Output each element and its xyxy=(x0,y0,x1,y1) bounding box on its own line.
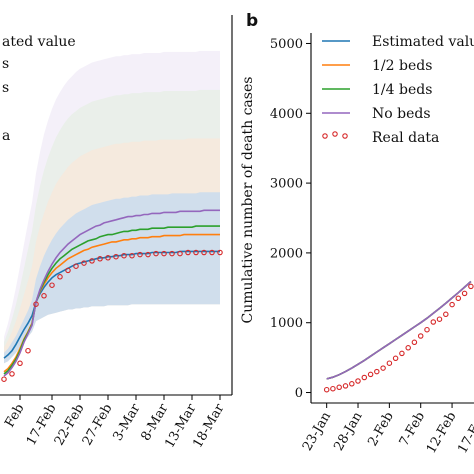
panel-a-real-point xyxy=(169,250,175,257)
panel-b-x-tick-label: 7-Feb xyxy=(397,410,428,450)
panel-b-y-tick-labels: 0 1000 2000 3000 4000 5000 xyxy=(270,37,311,401)
panel-a-real-point xyxy=(161,250,167,257)
panel-a-legend-fragment-3: s xyxy=(2,80,9,96)
panel-b-real-point xyxy=(436,316,443,322)
panel-a-real-point xyxy=(25,347,31,354)
panel-b-real-point xyxy=(449,301,455,308)
panel-a-real-point xyxy=(121,252,127,259)
panel-b-line-1-4-beds xyxy=(326,280,472,380)
panel-a-real-point xyxy=(201,249,207,256)
panel-b-y-tick-label: 5000 xyxy=(270,37,303,52)
panel-b-real-point xyxy=(424,326,430,333)
panel-b-real-point xyxy=(349,381,355,387)
panel-b-real-point xyxy=(399,350,405,357)
panel-a-line-no-beds xyxy=(3,209,220,377)
panel-a-real-data-points xyxy=(1,249,223,382)
panel-a-real-point xyxy=(81,260,87,266)
panel-b-real-point xyxy=(367,371,374,378)
panel-a-real-point xyxy=(217,249,223,256)
panel-a-real-point xyxy=(209,249,215,256)
panel-a-real-point xyxy=(97,256,103,262)
panel-b-y-axis-label: Cumulative number of death cases xyxy=(240,77,256,324)
panel-b-legend-label-1-2-beds: 1/2 beds xyxy=(372,58,432,74)
panel-b-real-point xyxy=(443,311,449,318)
panel-b-x-tick-label: 2-Feb xyxy=(365,410,396,450)
panel-b-legend-real-marker xyxy=(342,133,348,139)
panel-a-legend: ated value s s a xyxy=(2,34,76,144)
panel-b-x-tick-label: 28-Jan xyxy=(331,409,365,454)
panel-b-legend: Estimated value 1/2 beds 1/4 beds No beds Re… xyxy=(322,34,474,146)
panel-b-axes xyxy=(310,33,474,404)
panel-b-legend-label-1-4-beds: 1/4 beds xyxy=(372,82,432,98)
panel-b-legend-label-estimated-value: Estimated value xyxy=(372,34,474,50)
panel-a-legend-fragment-5: a xyxy=(2,128,10,144)
panel-b-real-point xyxy=(392,355,399,362)
panel-b-real-point xyxy=(374,368,380,375)
panel-a-real-point xyxy=(145,251,151,258)
panel-b-real-point xyxy=(330,385,336,392)
panel-b-real-point xyxy=(342,383,349,389)
panel-b-line-1-2-beds xyxy=(326,280,472,380)
panel-b-series-lines xyxy=(326,280,472,380)
panel-a-real-point xyxy=(193,249,199,256)
panel-b-real-point xyxy=(361,374,368,381)
panel-b-real-point xyxy=(411,339,418,346)
panel-a-legend-fragment-2: s xyxy=(2,56,9,72)
panel-b-real-point xyxy=(417,333,424,339)
panel-b-real-point xyxy=(386,360,393,366)
panel-b-y-tick-label: 2000 xyxy=(270,246,303,261)
panel-a-confidence-bands xyxy=(4,50,220,364)
panel-b-line-estimated-value xyxy=(326,280,472,380)
panel-b-y-tick-label: 0 xyxy=(295,386,303,401)
panel-a-series-lines xyxy=(3,209,220,377)
panel-b-legend-label-real-data: Real data xyxy=(372,130,439,146)
panel-b-legend-label-no-beds: No beds xyxy=(372,106,431,122)
panel-a-real-point xyxy=(33,301,39,307)
panel-a-x-tick-labels: Feb17-Feb22-Feb27-Feb3-Mar8-Mar13-Mar18-… xyxy=(2,395,228,451)
panel-b-real-point xyxy=(455,295,462,302)
panel-b-real-point xyxy=(430,319,437,325)
panel-a-real-point xyxy=(9,371,15,377)
panel-a-axes xyxy=(0,15,233,396)
panel-b-real-point xyxy=(380,365,386,371)
panel-b-legend-real-marker xyxy=(332,131,338,137)
panel-a-real-point xyxy=(185,249,191,256)
panel-a-real-point xyxy=(73,263,79,269)
panel-a-legend-fragment-1: ated value xyxy=(2,34,76,50)
panel-b-real-point xyxy=(461,290,468,297)
panel-b-real-point xyxy=(323,386,330,393)
panel-b-real-point xyxy=(355,378,361,384)
panel-a: Feb17-Feb22-Feb27-Feb3-Mar8-Mar13-Mar18-… xyxy=(0,15,233,451)
panel-a-real-point xyxy=(105,255,111,261)
panel-b-real-point xyxy=(336,384,342,391)
panel-b-legend-real-marker xyxy=(322,133,328,139)
panel-a-real-point xyxy=(137,251,143,258)
panel-a-real-point xyxy=(1,376,7,382)
panel-a-real-point xyxy=(57,274,63,280)
panel-a-real-point xyxy=(17,360,23,367)
panel-b-real-point xyxy=(468,283,474,290)
panel-b-label: b xyxy=(246,11,258,31)
panel-b-real-data-points xyxy=(323,283,474,393)
panel-a-real-point xyxy=(41,293,47,299)
panel-a-real-point xyxy=(65,267,71,274)
panel-b-y-tick-label: 1000 xyxy=(270,316,303,331)
panel-b-line-no-beds xyxy=(326,280,472,380)
panel-a-real-point xyxy=(89,258,95,264)
panel-a-x-tick-label: Feb xyxy=(2,402,27,431)
panel-b-x-tick-label: 23-Jan xyxy=(300,409,334,454)
panel-a-real-point xyxy=(153,250,159,257)
panel-a-real-point xyxy=(49,282,55,288)
panel-a-real-point xyxy=(113,253,119,260)
panel-b-y-tick-label: 3000 xyxy=(270,177,303,192)
panel-b-y-tick-label: 4000 xyxy=(270,107,303,122)
panel-a-real-point xyxy=(129,252,135,259)
panel-b-real-point xyxy=(405,345,411,351)
panel-a-real-point xyxy=(177,250,183,257)
